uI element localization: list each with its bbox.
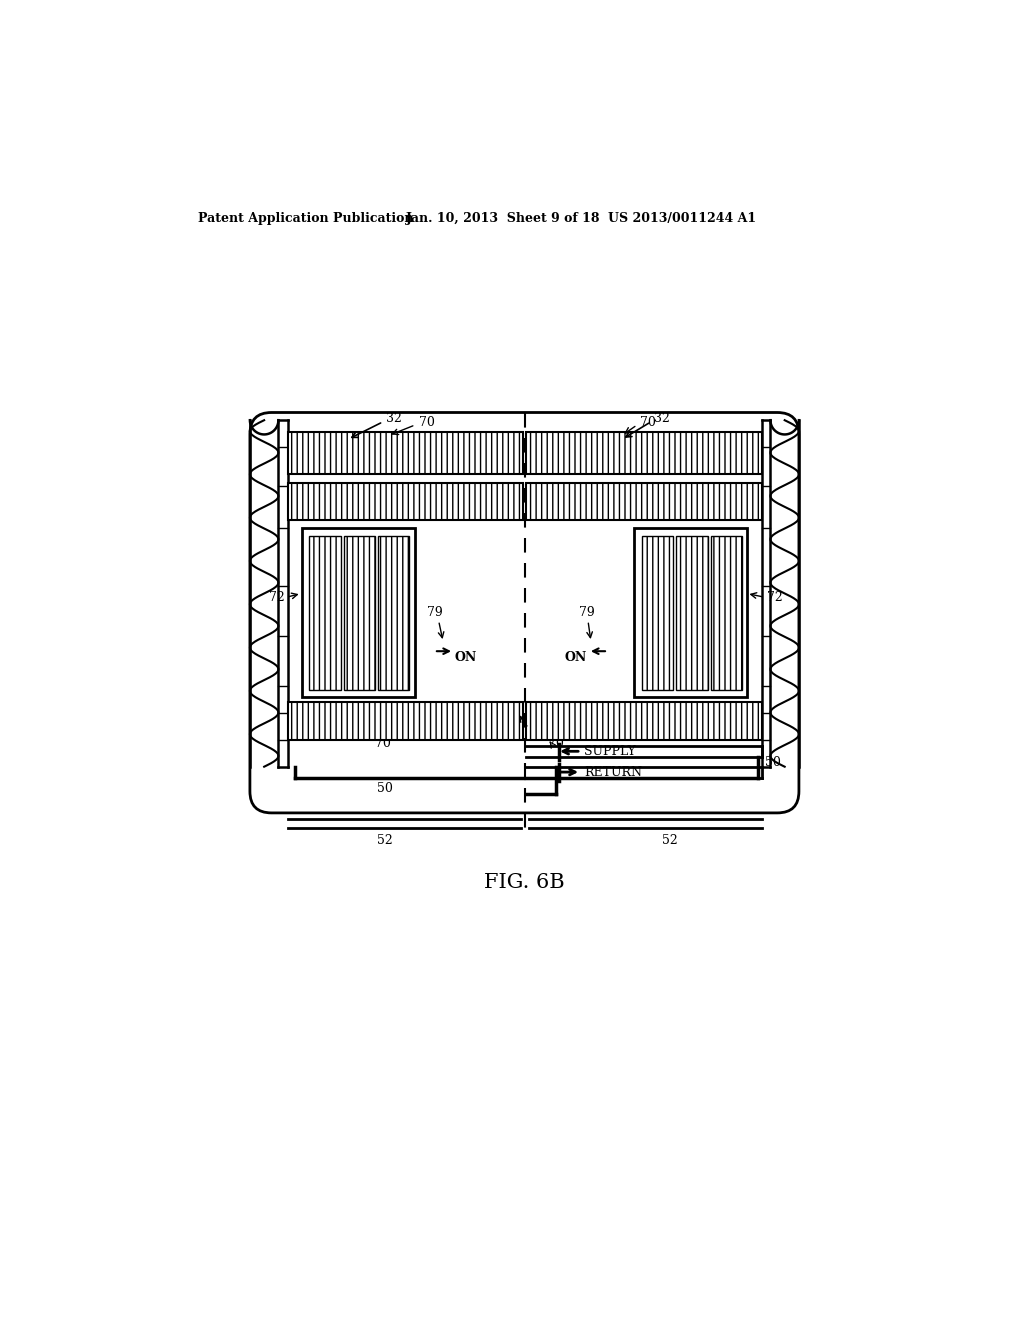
- Bar: [309, 536, 341, 689]
- Bar: [526, 702, 762, 739]
- Bar: [288, 702, 523, 739]
- Text: RETURN: RETURN: [584, 766, 642, 779]
- Text: 32: 32: [386, 412, 402, 425]
- Bar: [344, 536, 375, 689]
- Text: 70: 70: [548, 737, 564, 750]
- Text: 52: 52: [377, 834, 392, 847]
- Text: 70: 70: [375, 737, 391, 750]
- Text: 50: 50: [377, 781, 392, 795]
- Text: 70: 70: [640, 416, 656, 429]
- Text: 70: 70: [419, 416, 434, 429]
- Text: 50: 50: [765, 756, 781, 770]
- Text: 79: 79: [579, 606, 594, 619]
- Text: FIG. 6B: FIG. 6B: [484, 873, 565, 892]
- Text: ON: ON: [564, 651, 587, 664]
- Bar: [711, 536, 742, 689]
- Bar: [288, 483, 523, 520]
- Text: Patent Application Publication: Patent Application Publication: [199, 213, 414, 224]
- Text: 32: 32: [654, 412, 670, 425]
- Bar: [288, 432, 523, 474]
- Text: US 2013/0011244 A1: US 2013/0011244 A1: [608, 213, 756, 224]
- Text: Jan. 10, 2013  Sheet 9 of 18: Jan. 10, 2013 Sheet 9 of 18: [407, 213, 601, 224]
- Text: 72: 72: [767, 591, 782, 603]
- Text: 52: 52: [662, 834, 678, 847]
- Bar: [634, 528, 746, 697]
- Text: 74: 74: [531, 725, 547, 738]
- Bar: [676, 536, 708, 689]
- Bar: [526, 432, 762, 474]
- Bar: [301, 528, 416, 697]
- FancyBboxPatch shape: [250, 412, 799, 813]
- Bar: [526, 483, 762, 520]
- Text: 79: 79: [427, 606, 442, 619]
- Bar: [642, 536, 673, 689]
- Text: SUPPLY: SUPPLY: [584, 744, 636, 758]
- Bar: [378, 536, 410, 689]
- Text: ON: ON: [455, 651, 477, 664]
- Text: 72: 72: [269, 591, 285, 603]
